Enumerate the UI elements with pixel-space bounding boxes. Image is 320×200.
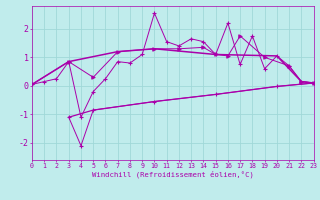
X-axis label: Windchill (Refroidissement éolien,°C): Windchill (Refroidissement éolien,°C) <box>92 171 254 178</box>
